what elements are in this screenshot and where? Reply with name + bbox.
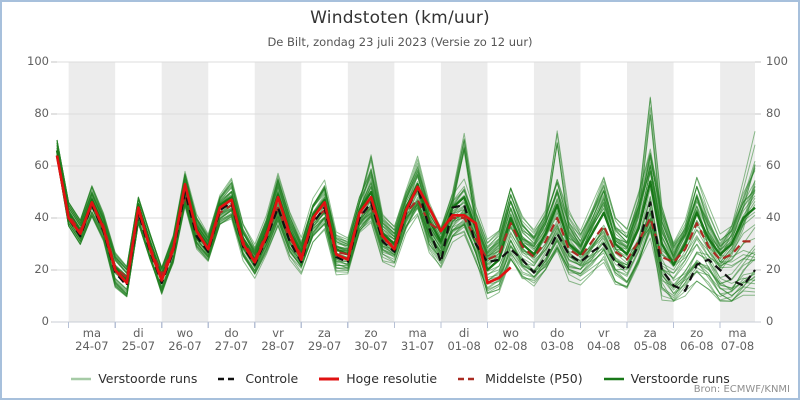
x-axis-day-label: di 25-07	[122, 327, 155, 353]
day-date: 25-07	[121, 339, 156, 353]
legend-item-4-verstoorde-runs: Verstoorde runs	[603, 371, 730, 386]
legend-item-2-hoge-resolutie: Hoge resolutie	[318, 371, 437, 386]
x-axis-day-label: ma 31-07	[401, 327, 434, 353]
legend-swatch-line	[458, 377, 479, 380]
x-axis-day-label: wo 02-08	[494, 327, 527, 353]
legend: Verstoorde runs Controle Hoge resolutie Mid…	[2, 371, 798, 386]
day-band	[627, 62, 674, 322]
y-axis-label: 40	[766, 210, 781, 224]
day-date: 04-08	[587, 339, 621, 353]
x-axis-day-label: zo 30-07	[354, 327, 387, 353]
x-axis-day-label: za 05-08	[634, 327, 667, 353]
y-axis-label: 20	[766, 262, 781, 276]
day-date: 24-07	[75, 339, 109, 353]
legend-swatch-line	[603, 377, 624, 380]
day-of-week: za	[643, 326, 657, 340]
y-axis-label: 100	[27, 54, 49, 68]
day-of-week: zo	[364, 326, 378, 340]
legend-label: Controle	[245, 371, 299, 386]
day-of-week: zo	[690, 326, 704, 340]
legend-swatch-line	[71, 377, 92, 380]
x-axis-day-label: do 03-08	[541, 327, 574, 353]
day-of-week: vr	[272, 326, 284, 340]
legend-item-0-verstoorde-runs: Verstoorde runs	[70, 371, 197, 386]
day-date: 26-07	[168, 339, 202, 353]
legend-label: Verstoorde runs	[630, 371, 730, 386]
day-date: 27-07	[214, 339, 249, 353]
day-date: 30-07	[354, 339, 388, 353]
legend-label: Hoge resolutie	[346, 371, 438, 386]
x-axis-day-label: zo 06-08	[680, 327, 713, 353]
ensemble-member-line	[56, 139, 756, 269]
y-axis-label: 40	[34, 210, 49, 224]
legend-label: Verstoorde runs	[98, 371, 198, 386]
x-axis-day-label: di 01-08	[447, 327, 480, 353]
y-axis-label: 20	[34, 262, 49, 276]
chart-title: Windstoten (km/uur)	[310, 8, 490, 28]
y-axis-label: 60	[34, 158, 49, 172]
day-date: 07-08	[720, 339, 755, 353]
y-axis-label: 0	[41, 314, 49, 328]
hres-line	[55, 155, 512, 285]
legend-item-3-middelste-p50-: Middelste (P50)	[457, 371, 583, 386]
day-date: 03-08	[540, 339, 574, 353]
x-axis-day-label: vr 04-08	[587, 327, 620, 353]
day-of-week: wo	[502, 326, 519, 340]
y-axis-label: 80	[766, 106, 781, 120]
legend-swatch-line	[218, 377, 239, 380]
day-of-week: di	[133, 326, 144, 340]
x-axis-day-label: za 29-07	[308, 327, 341, 353]
day-of-week: do	[550, 326, 565, 340]
day-date: 02-08	[493, 339, 528, 353]
day-of-week: di	[458, 326, 470, 340]
chart-subtitle: De Bilt, zondag 23 juli 2023 (Versie zo …	[267, 35, 533, 49]
y-axis-label: 60	[766, 158, 781, 172]
x-axis-day-label: vr 28-07	[261, 327, 294, 353]
day-of-week: ma	[82, 326, 102, 340]
day-date: 29-07	[307, 339, 342, 353]
day-date: 06-08	[680, 339, 714, 353]
legend-swatch-line	[319, 377, 340, 380]
source-credit: Bron: ECMWF/KNMI	[693, 384, 790, 395]
day-of-week: do	[224, 326, 239, 340]
day-of-week: wo	[176, 326, 194, 340]
day-of-week: vr	[597, 326, 610, 340]
day-of-week: ma	[408, 326, 427, 340]
x-axis-day-label: ma 24-07	[75, 327, 108, 353]
legend-item-1-controle: Controle	[217, 371, 298, 386]
x-axis-day-label: wo 26-07	[168, 327, 201, 353]
day-date: 31-07	[400, 339, 435, 353]
y-axis-label: 100	[766, 54, 788, 68]
day-date: 05-08	[633, 339, 668, 353]
day-of-week: za	[318, 326, 332, 340]
x-axis-day-label: do 27-07	[215, 327, 248, 353]
y-axis-label: 0	[766, 314, 774, 328]
y-axis-label: 80	[34, 106, 49, 120]
day-date: 01-08	[447, 339, 481, 353]
day-date: 28-07	[261, 339, 295, 353]
x-axis-day-label: ma 07-08	[721, 327, 754, 353]
day-of-week: ma	[728, 326, 747, 340]
legend-label: Middelste (P50)	[485, 371, 583, 386]
